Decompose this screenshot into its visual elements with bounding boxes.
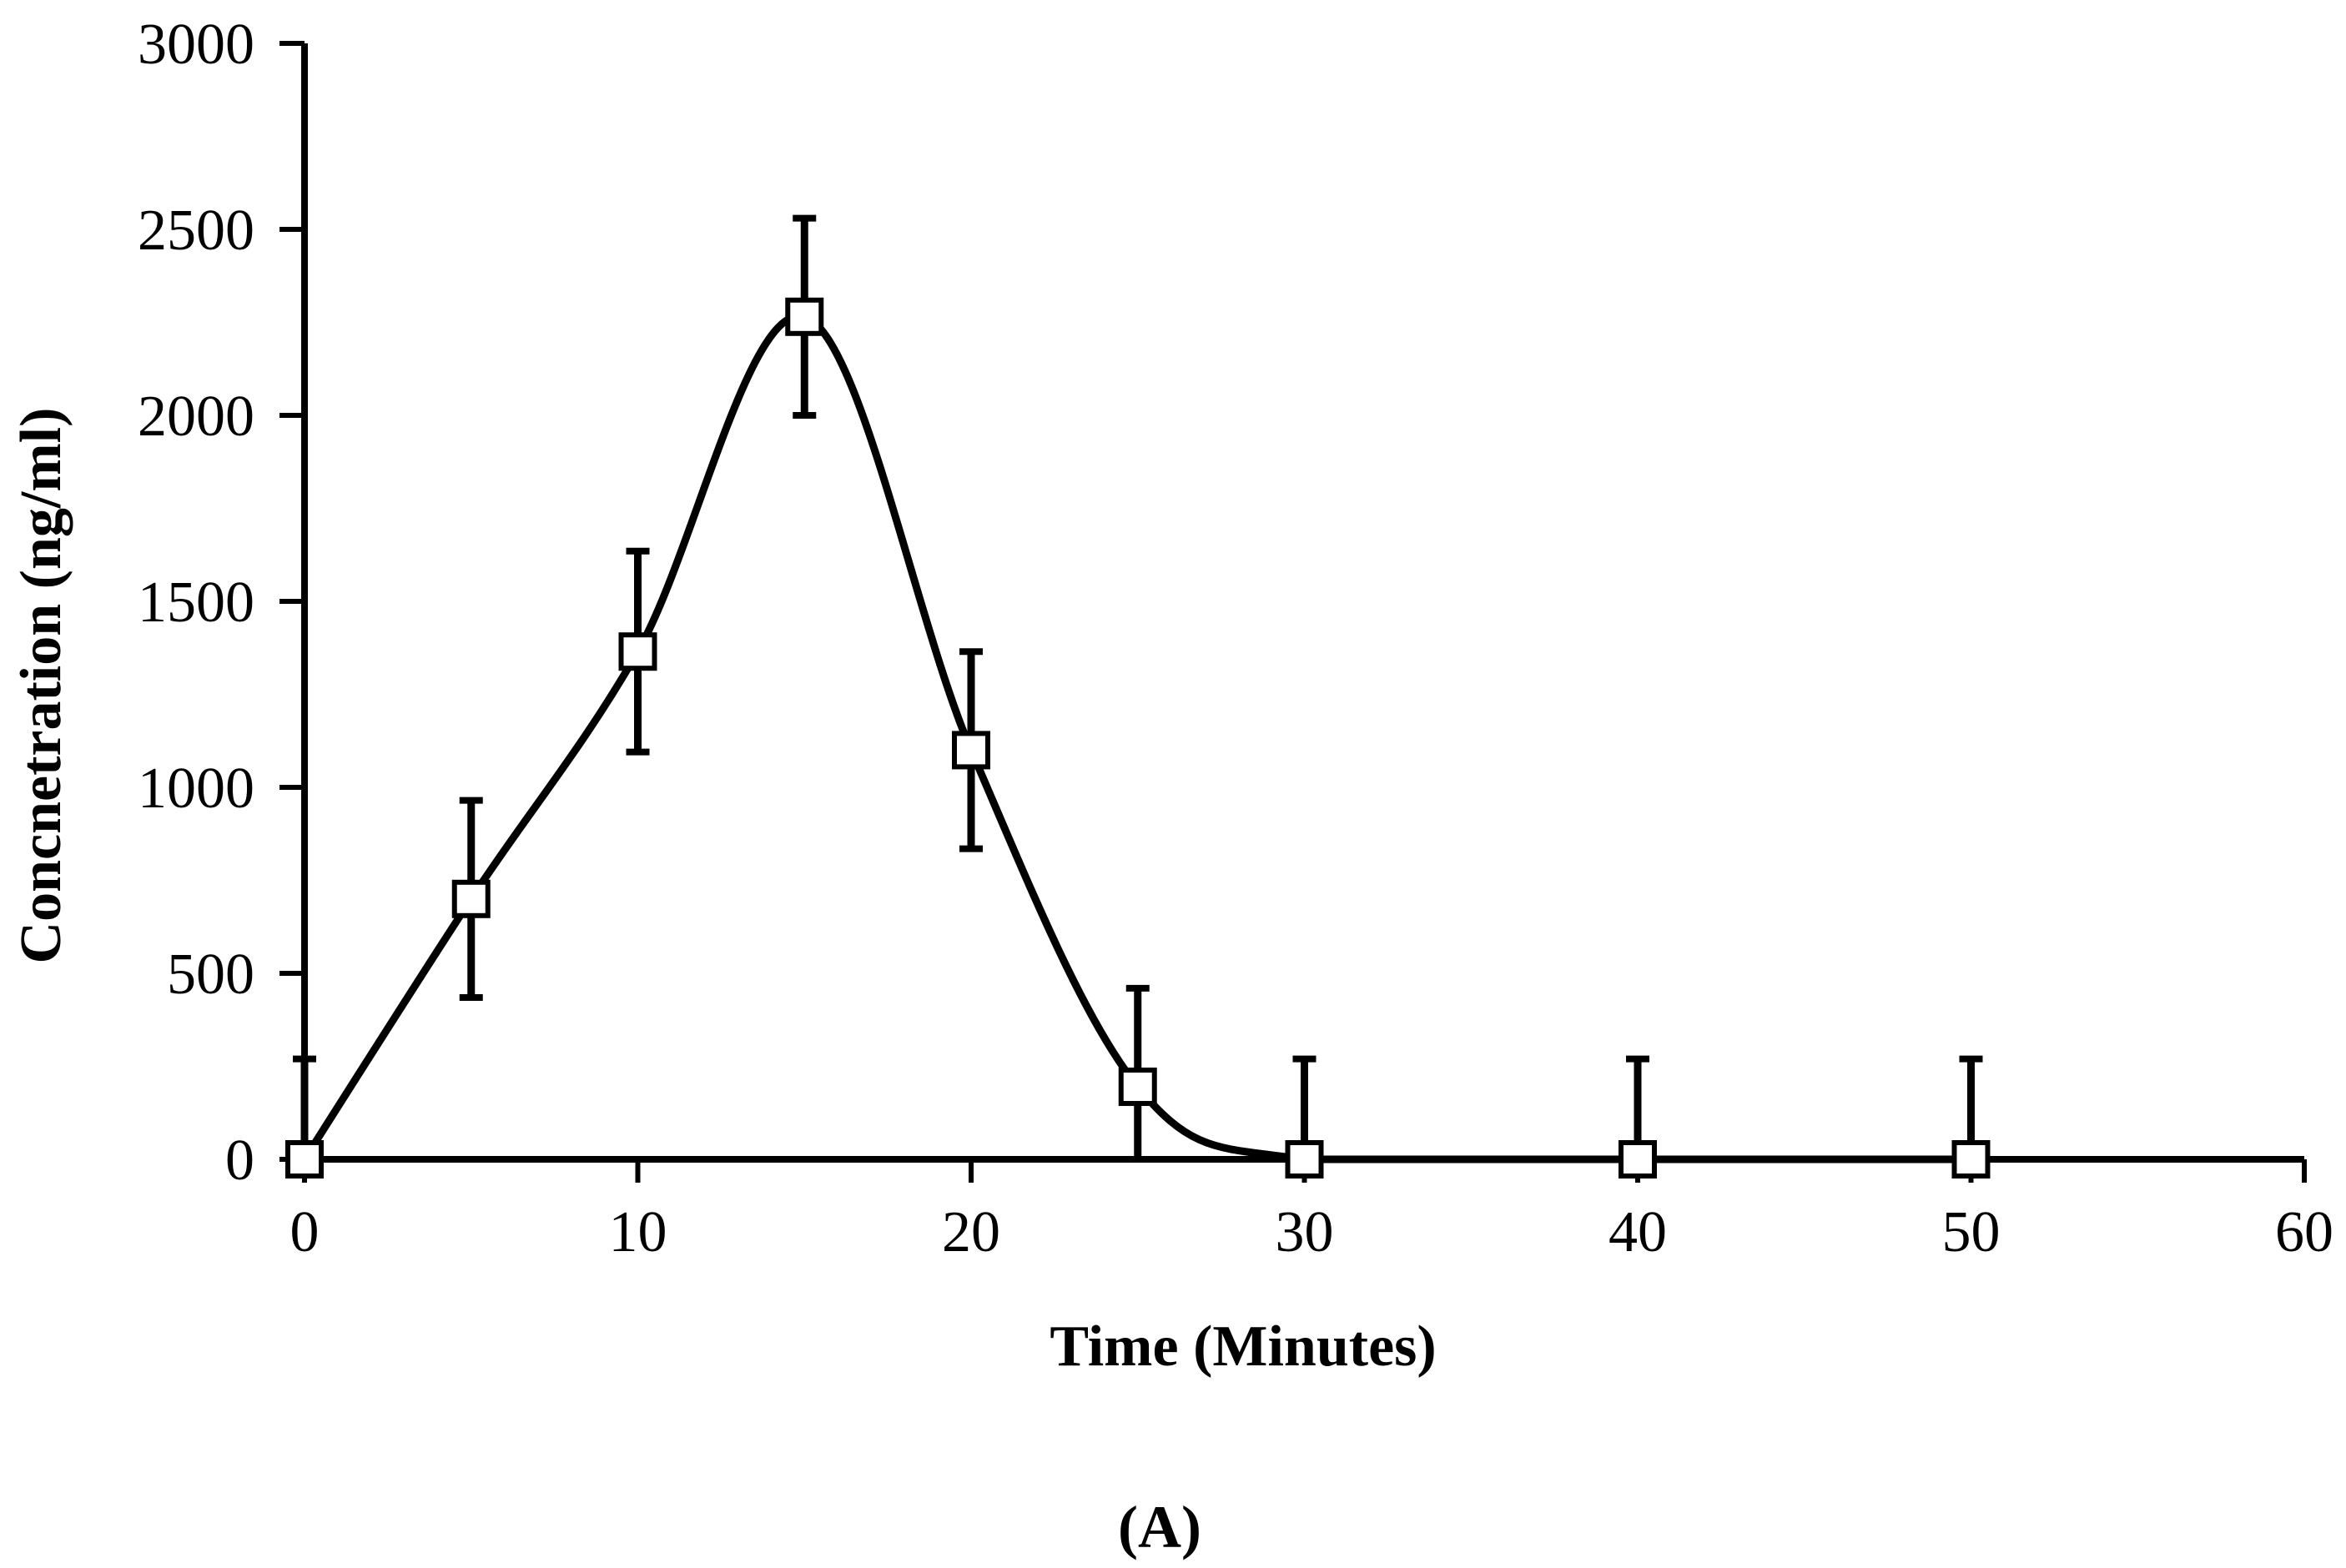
y-tick-label: 1000: [138, 756, 254, 821]
y-tick-label: 2000: [138, 384, 254, 449]
x-tick-label: 40: [1608, 1200, 1667, 1264]
data-point-marker: [1951, 1140, 1991, 1179]
x-tick-label: 0: [290, 1200, 320, 1264]
data-point-marker: [785, 297, 824, 336]
data-point-marker: [952, 731, 990, 770]
panel-label: (A): [1118, 1494, 1201, 1560]
y-tick-label: 500: [167, 942, 254, 1007]
x-tick-label: 30: [1276, 1200, 1334, 1264]
plot-area: 0 500 1000 1500 2000 2500 3000 0 10 20 30 40 50 60: [138, 13, 2333, 1264]
data-point-marker: [1619, 1140, 1657, 1179]
data-point-marker: [618, 632, 657, 671]
data-point-marker: [1285, 1140, 1324, 1179]
data-point-marker: [451, 879, 491, 918]
data-point-marker: [1118, 1068, 1157, 1107]
data-point-marker: [285, 1140, 324, 1179]
x-tick-label: 20: [942, 1200, 1000, 1264]
x-tick-label: 50: [1942, 1200, 2001, 1264]
x-tick-label: 10: [609, 1200, 667, 1264]
y-axis-title: Concnetration (ng/ml): [9, 408, 73, 964]
series-line: [301, 312, 1971, 1163]
y-tick-label: 0: [225, 1128, 254, 1193]
y-tick-label: 2500: [138, 199, 254, 263]
x-tick-label: 60: [2275, 1200, 2333, 1264]
y-tick-label: 3000: [138, 13, 254, 77]
x-axis-title: Time (Minutes): [1050, 1314, 1436, 1379]
y-tick-label: 1500: [138, 570, 254, 635]
